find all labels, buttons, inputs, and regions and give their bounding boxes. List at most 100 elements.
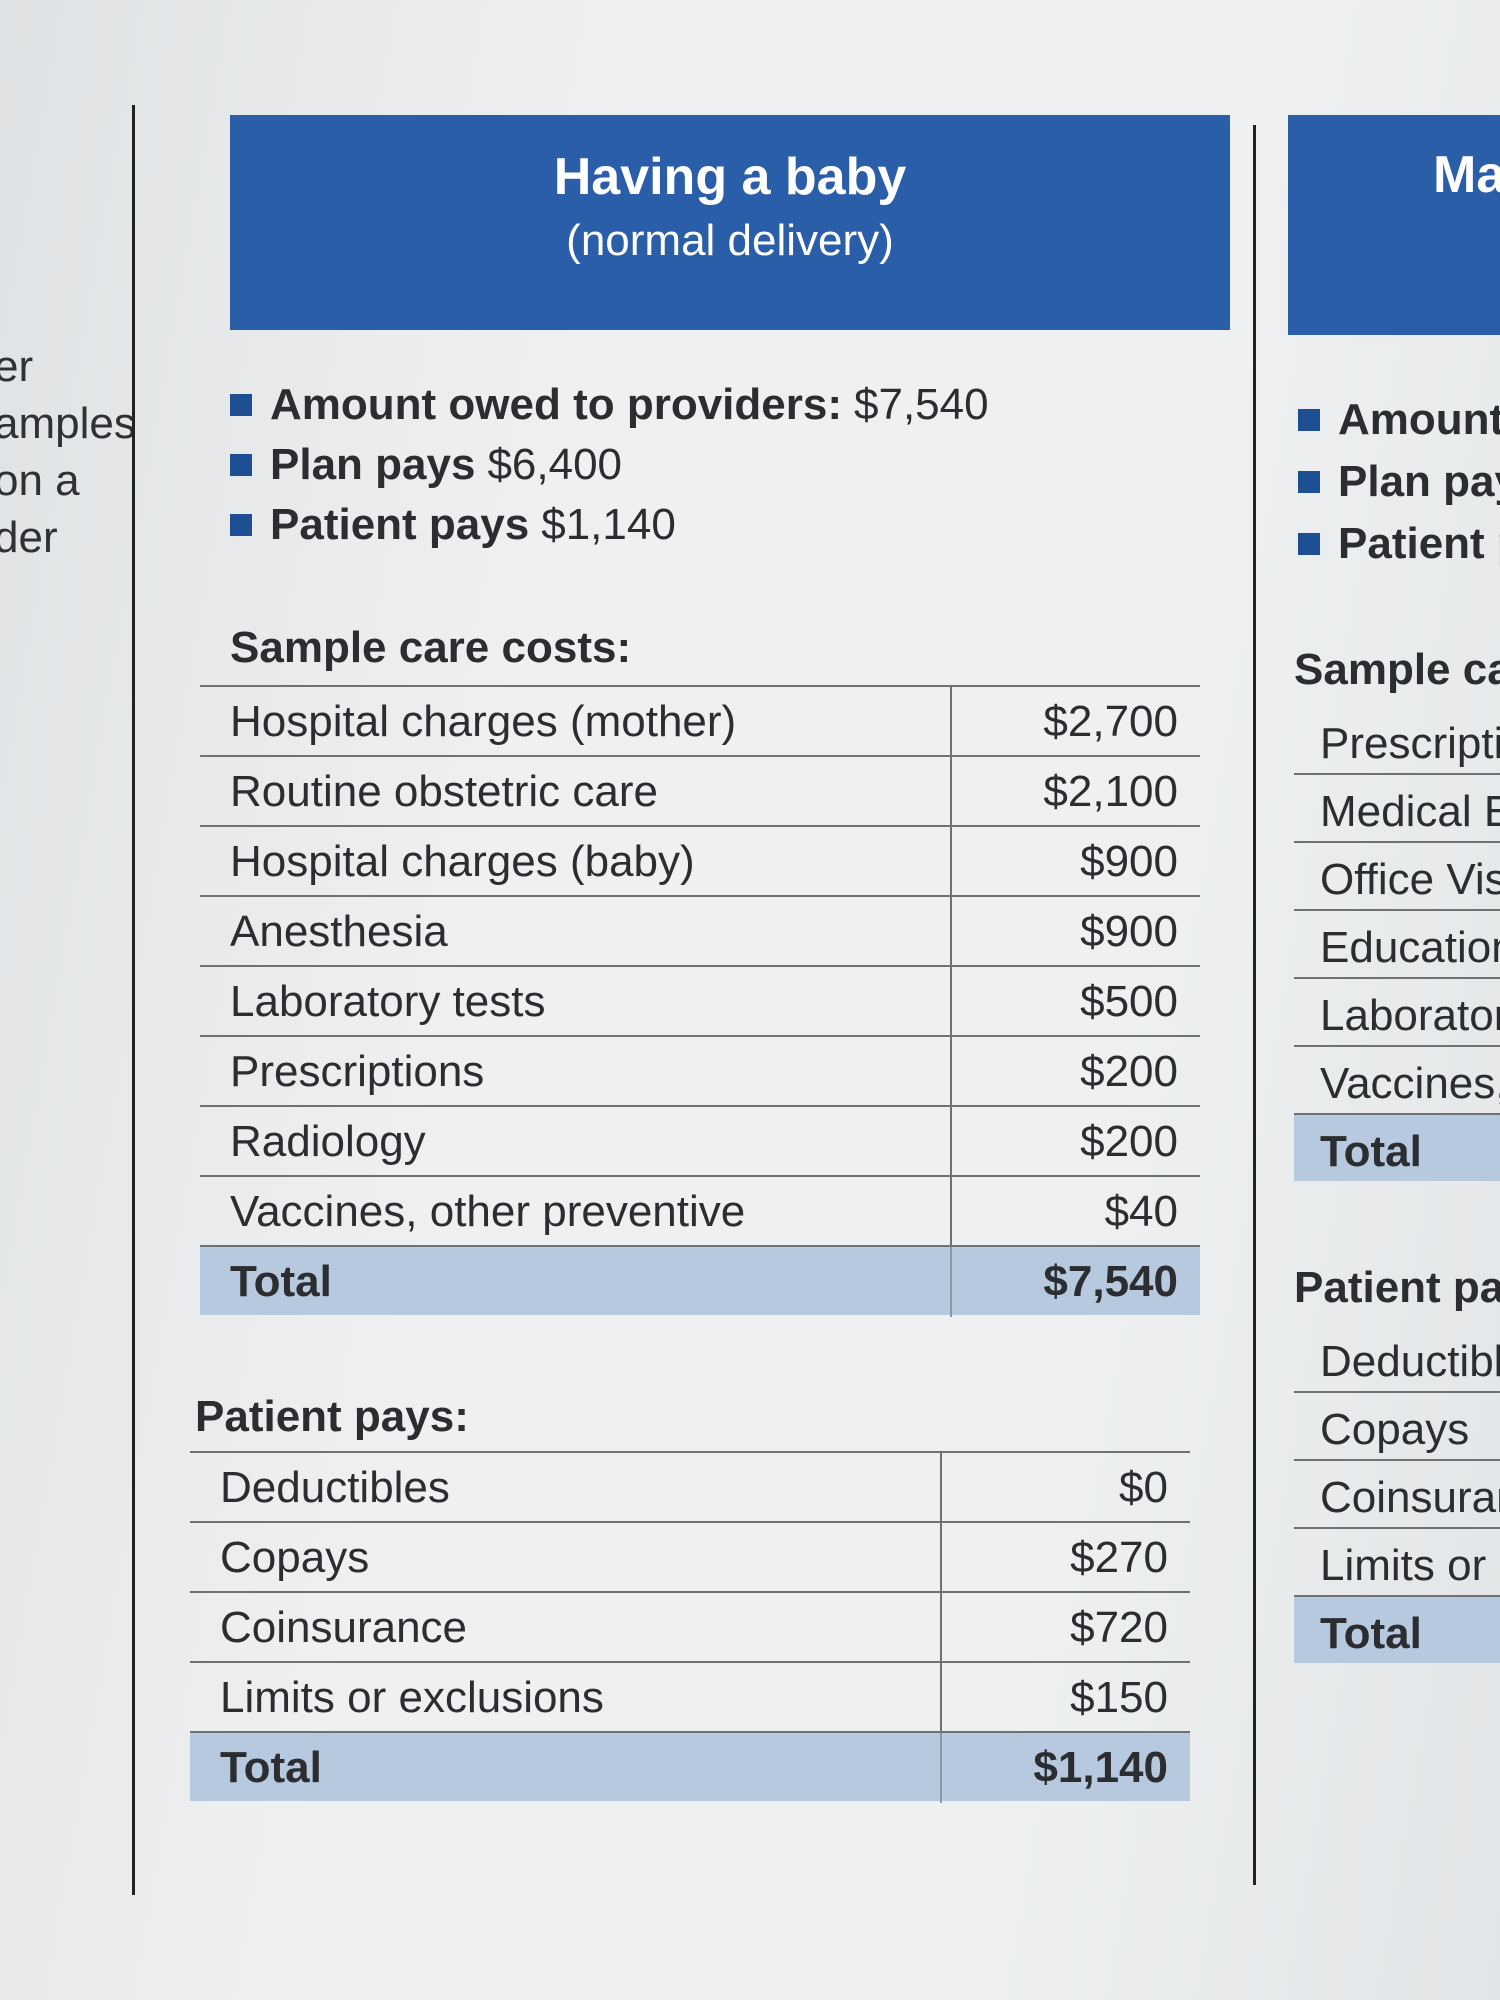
table-row: Copays $270 [190, 1523, 1190, 1593]
sample-costs-heading: Sample care costs: [230, 623, 632, 672]
card-subtitle: (normal delivery) [566, 216, 894, 265]
adjacent-table-row: Education [1294, 911, 1500, 979]
column-divider [940, 1733, 942, 1803]
summary-item-plan-pays: Plan pays $6,400 [230, 435, 989, 495]
row-value: $720 [1070, 1603, 1168, 1652]
summary-value: $6,400 [487, 440, 623, 489]
row-label: Copays [1320, 1405, 1470, 1454]
row-value: $900 [1080, 907, 1178, 956]
row-label: Prescriptio [1320, 719, 1500, 768]
column-divider [950, 1107, 952, 1177]
summary-label: Patient pays [270, 500, 530, 549]
summary-value: $1,140 [541, 500, 676, 549]
adjacent-summary-label: Patient p [1338, 519, 1500, 568]
table-row: Coinsurance $720 [190, 1593, 1190, 1663]
column-divider [950, 1177, 952, 1247]
left-fragment-line: on a [0, 456, 80, 505]
row-value: $270 [1070, 1533, 1168, 1582]
row-value: $2,100 [1043, 767, 1178, 816]
square-bullet-icon [230, 514, 252, 536]
table-top-rule [190, 1451, 1190, 1453]
adjacent-table-row: Deductible [1294, 1325, 1500, 1393]
card-header: Having a baby (normal delivery) [230, 115, 1230, 330]
table-row: Anesthesia $900 [200, 897, 1200, 967]
column-divider [950, 827, 952, 897]
row-label: Routine obstetric care [230, 767, 658, 816]
adjacent-table-row: Copays [1294, 1393, 1500, 1461]
row-label: Deductibles [220, 1463, 450, 1512]
row-label: Coinsuran [1320, 1473, 1500, 1522]
left-vertical-rule [132, 105, 135, 1895]
adjacent-table-row: Office Visi [1294, 843, 1500, 911]
summary-item-amount-owed: Amount owed to providers: $7,540 [230, 375, 989, 435]
adjacent-table-row: Limits or e [1294, 1529, 1500, 1597]
column-divider [940, 1523, 942, 1593]
left-column-text-fragment: er amples on a der [0, 338, 134, 566]
summary-label: Amount owed to providers: [270, 380, 842, 429]
table-row: Vaccines, other preventive $40 [200, 1177, 1200, 1247]
row-label: Vaccines, [1320, 1059, 1500, 1108]
adjacent-table-row: Laboratory [1294, 979, 1500, 1047]
row-label: Hospital charges (mother) [230, 697, 737, 746]
square-bullet-icon [230, 394, 252, 416]
table-top-rule [200, 685, 1200, 687]
square-bullet-icon [230, 454, 252, 476]
adjacent-summary-label: Amount [1338, 395, 1500, 444]
row-label: Education [1320, 923, 1500, 972]
left-fragment-line: amples [0, 399, 134, 448]
card-title: Having a baby [553, 148, 907, 206]
row-label: Limits or e [1320, 1541, 1500, 1590]
summary-list: Amount owed to providers: $7,540 Plan pa… [230, 375, 989, 555]
column-divider [940, 1663, 942, 1733]
row-label: Radiology [230, 1117, 426, 1166]
column-divider [940, 1453, 942, 1523]
row-value: $200 [1080, 1047, 1178, 1096]
patient-pays-table: Deductibles $0 Copays $270 Coinsurance $720… [190, 1451, 1190, 1803]
total-value: $1,140 [1033, 1743, 1168, 1792]
summary-item-patient-pays: Patient pays $1,140 [230, 495, 989, 555]
row-label: Prescriptions [230, 1047, 485, 1096]
table-row: Laboratory tests $500 [200, 967, 1200, 1037]
row-label: Anesthesia [230, 907, 448, 956]
total-label: Total [1320, 1609, 1422, 1658]
table-row: Deductibles $0 [190, 1453, 1190, 1523]
row-label: Limits or exclusions [220, 1673, 604, 1722]
row-label: Laboratory tests [230, 977, 546, 1026]
adjacent-table-row: Coinsuran [1294, 1461, 1500, 1529]
column-divider [950, 687, 952, 757]
table-row: Prescriptions $200 [200, 1037, 1200, 1107]
row-value: $150 [1070, 1673, 1168, 1722]
adjacent-summary-item: Patient p [1298, 519, 1500, 569]
adjacent-total-row: Total [1294, 1115, 1500, 1181]
summary-value: $7,540 [854, 380, 989, 429]
row-value: $2,700 [1043, 697, 1178, 746]
table-row: Hospital charges (baby) $900 [200, 827, 1200, 897]
row-label: Medical Ec [1320, 787, 1500, 836]
row-label: Copays [220, 1533, 370, 1582]
column-divider [950, 967, 952, 1037]
row-label: Deductible [1320, 1337, 1500, 1386]
table-row: Routine obstetric care $2,100 [200, 757, 1200, 827]
column-divider [950, 1247, 952, 1317]
summary-label: Plan pays [270, 440, 476, 489]
row-label: Vaccines, other preventive [230, 1187, 746, 1236]
total-value: $7,540 [1043, 1257, 1178, 1306]
total-label: Total [230, 1257, 332, 1306]
adjacent-summary-label: Plan pay [1338, 457, 1500, 506]
square-bullet-icon [1298, 533, 1320, 555]
adjacent-sample-heading: Sample ca [1294, 645, 1500, 694]
row-value: $500 [1080, 977, 1178, 1026]
row-label: Hospital charges (baby) [230, 837, 695, 886]
adjacent-card-cropped: Ma Amount Plan pay Patient p Sample ca P… [1288, 115, 1500, 1915]
row-value: $40 [1104, 1187, 1178, 1236]
adjacent-patient-heading: Patient pay [1294, 1263, 1500, 1312]
adjacent-total-row: Total [1294, 1597, 1500, 1663]
table-row: Hospital charges (mother) $2,700 [200, 687, 1200, 757]
row-label: Coinsurance [220, 1603, 468, 1652]
adjacent-table-row: Vaccines, [1294, 1047, 1500, 1115]
total-label: Total [220, 1743, 322, 1792]
table-row: Limits or exclusions $150 [190, 1663, 1190, 1733]
row-value: $0 [1119, 1463, 1168, 1512]
square-bullet-icon [1298, 471, 1320, 493]
